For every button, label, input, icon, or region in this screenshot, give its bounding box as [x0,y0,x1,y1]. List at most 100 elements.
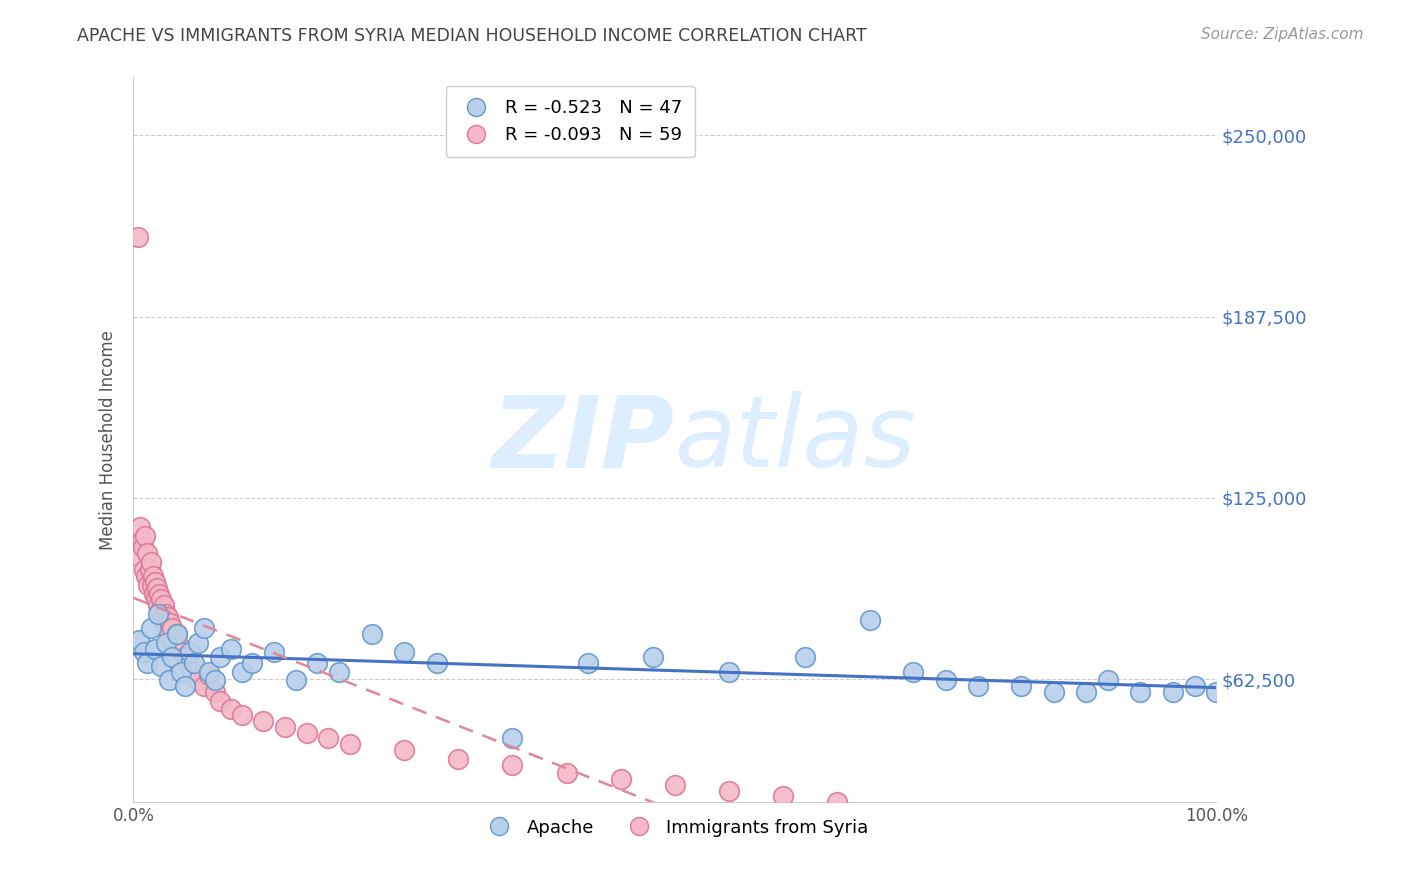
Point [328,665,350,679]
Point [134,644,156,658]
Point [307,656,329,670]
Point [1161,685,1184,699]
Point [242,656,264,670]
Point [193,621,215,635]
Point [174,679,197,693]
Point [204,673,226,688]
Point [181,665,204,679]
Point [145,592,167,607]
Point [252,714,274,728]
Point [231,665,253,679]
Point [128,632,150,647]
Text: atlas: atlas [675,392,917,488]
Point [155,607,177,621]
Point [142,569,165,583]
Point [219,641,242,656]
Point [132,540,155,554]
Point [142,586,165,600]
Point [501,757,523,772]
Point [166,627,188,641]
Point [134,563,156,577]
Point [152,598,174,612]
Point [825,795,848,809]
Point [1184,679,1206,693]
Point [174,650,197,665]
Point [935,673,957,688]
Point [643,650,665,665]
Point [717,665,740,679]
Point [143,574,166,589]
Text: Source: ZipAtlas.com: Source: ZipAtlas.com [1201,27,1364,42]
Point [163,632,186,647]
Point [339,737,361,751]
Point [859,613,882,627]
Point [162,621,184,635]
Point [156,609,179,624]
Point [1010,679,1032,693]
Point [141,578,163,592]
Point [170,665,193,679]
Text: APACHE VS IMMIGRANTS FROM SYRIA MEDIAN HOUSEHOLD INCOME CORRELATION CHART: APACHE VS IMMIGRANTS FROM SYRIA MEDIAN H… [77,27,868,45]
Point [1097,673,1119,688]
Point [208,694,231,708]
Point [159,615,181,630]
Point [128,520,150,534]
Point [152,609,174,624]
Point [609,772,631,786]
Point [162,650,184,665]
Legend: Apache, Immigrants from Syria: Apache, Immigrants from Syria [474,812,876,844]
Text: ZIP: ZIP [492,392,675,488]
Point [170,644,193,658]
Point [139,621,162,635]
Point [1129,685,1152,699]
Point [153,615,176,630]
Point [150,592,173,607]
Point [138,578,160,592]
Point [131,534,153,549]
Point [143,641,166,656]
Point [316,731,339,746]
Point [295,725,318,739]
Point [127,549,149,563]
Point [149,604,172,618]
Point [392,644,415,658]
Point [155,636,177,650]
Point [555,766,578,780]
Point [501,731,523,746]
Point [1043,685,1066,699]
Point [148,586,170,600]
Point [425,656,447,670]
Point [167,639,190,653]
Point [138,563,160,577]
Point [793,650,815,665]
Point [1205,685,1227,699]
Point [204,685,226,699]
Point [157,627,180,641]
Point [183,656,205,670]
Point [187,636,209,650]
Point [360,627,382,641]
Point [176,656,198,670]
Point [148,607,170,621]
Point [208,650,231,665]
Point [967,679,990,693]
Point [146,581,169,595]
Point [772,789,794,804]
Point [664,778,686,792]
Point [198,667,221,681]
Point [135,569,157,583]
Point [231,708,253,723]
Point [148,598,170,612]
Point [127,230,149,244]
Point [392,743,415,757]
Point [1076,685,1098,699]
Point [179,644,201,658]
Point [193,679,215,693]
Y-axis label: Median Household Income: Median Household Income [100,330,117,549]
Point [187,673,209,688]
Point [284,673,307,688]
Point [136,656,159,670]
Point [274,720,297,734]
Point [150,659,173,673]
Point [156,621,179,635]
